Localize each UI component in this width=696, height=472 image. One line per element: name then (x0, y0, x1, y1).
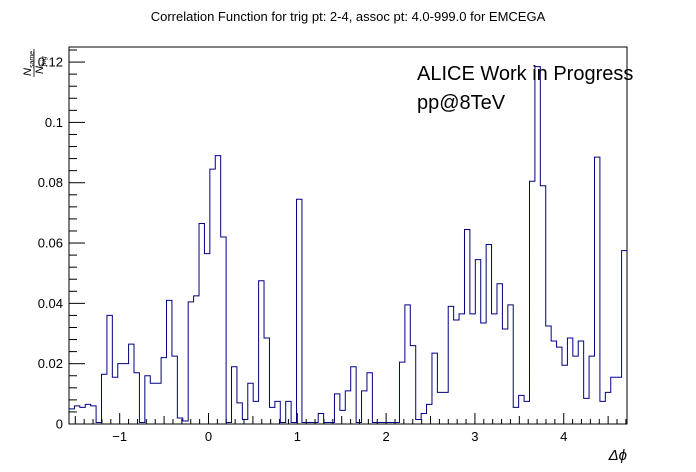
annotation-alice: ALICE Work in Progress (417, 63, 633, 85)
x-tick-label: 4 (560, 429, 567, 444)
x-tick-label: 1 (294, 429, 301, 444)
y-tick-label: 0.08 (38, 175, 63, 190)
histogram-line (69, 66, 627, 423)
y-tick-label: 0.06 (38, 236, 63, 251)
y-tick-label: 0 (56, 417, 63, 432)
y-tick-label: 0.02 (38, 356, 63, 371)
x-tick-label: −1 (112, 429, 127, 444)
svg-text:Ntrig: Ntrig (34, 56, 48, 74)
tick-labels: −1 0 1 2 3 4 0 0.02 0.04 0.06 0.08 0.1 0.12 (38, 55, 568, 444)
tick-marks (69, 49, 627, 425)
y-label-denominator: N (34, 66, 46, 74)
svg-text:Nsame: Nsame (22, 51, 36, 76)
axes (68, 46, 628, 425)
x-axis-label: Δϕ (608, 447, 627, 464)
plot-frame (68, 46, 628, 425)
y-tick-label: 0.04 (38, 296, 63, 311)
chart-title: Correlation Function for trig pt: 2-4, a… (151, 9, 546, 24)
y-tick-label: 0.12 (38, 55, 63, 70)
y-axis-label: Nsame Ntrig (22, 49, 48, 77)
annotation-pp8tev: pp@8TeV (417, 92, 506, 114)
y-label-denominator-sub: trig (41, 56, 48, 66)
x-tick-label: 3 (471, 429, 478, 444)
y-tick-label: 0.1 (45, 115, 63, 130)
x-tick-label: 0 (205, 429, 212, 444)
y-label-numerator: N (22, 68, 34, 76)
y-label-numerator-sub: same (29, 51, 36, 68)
x-tick-label: 2 (382, 429, 389, 444)
